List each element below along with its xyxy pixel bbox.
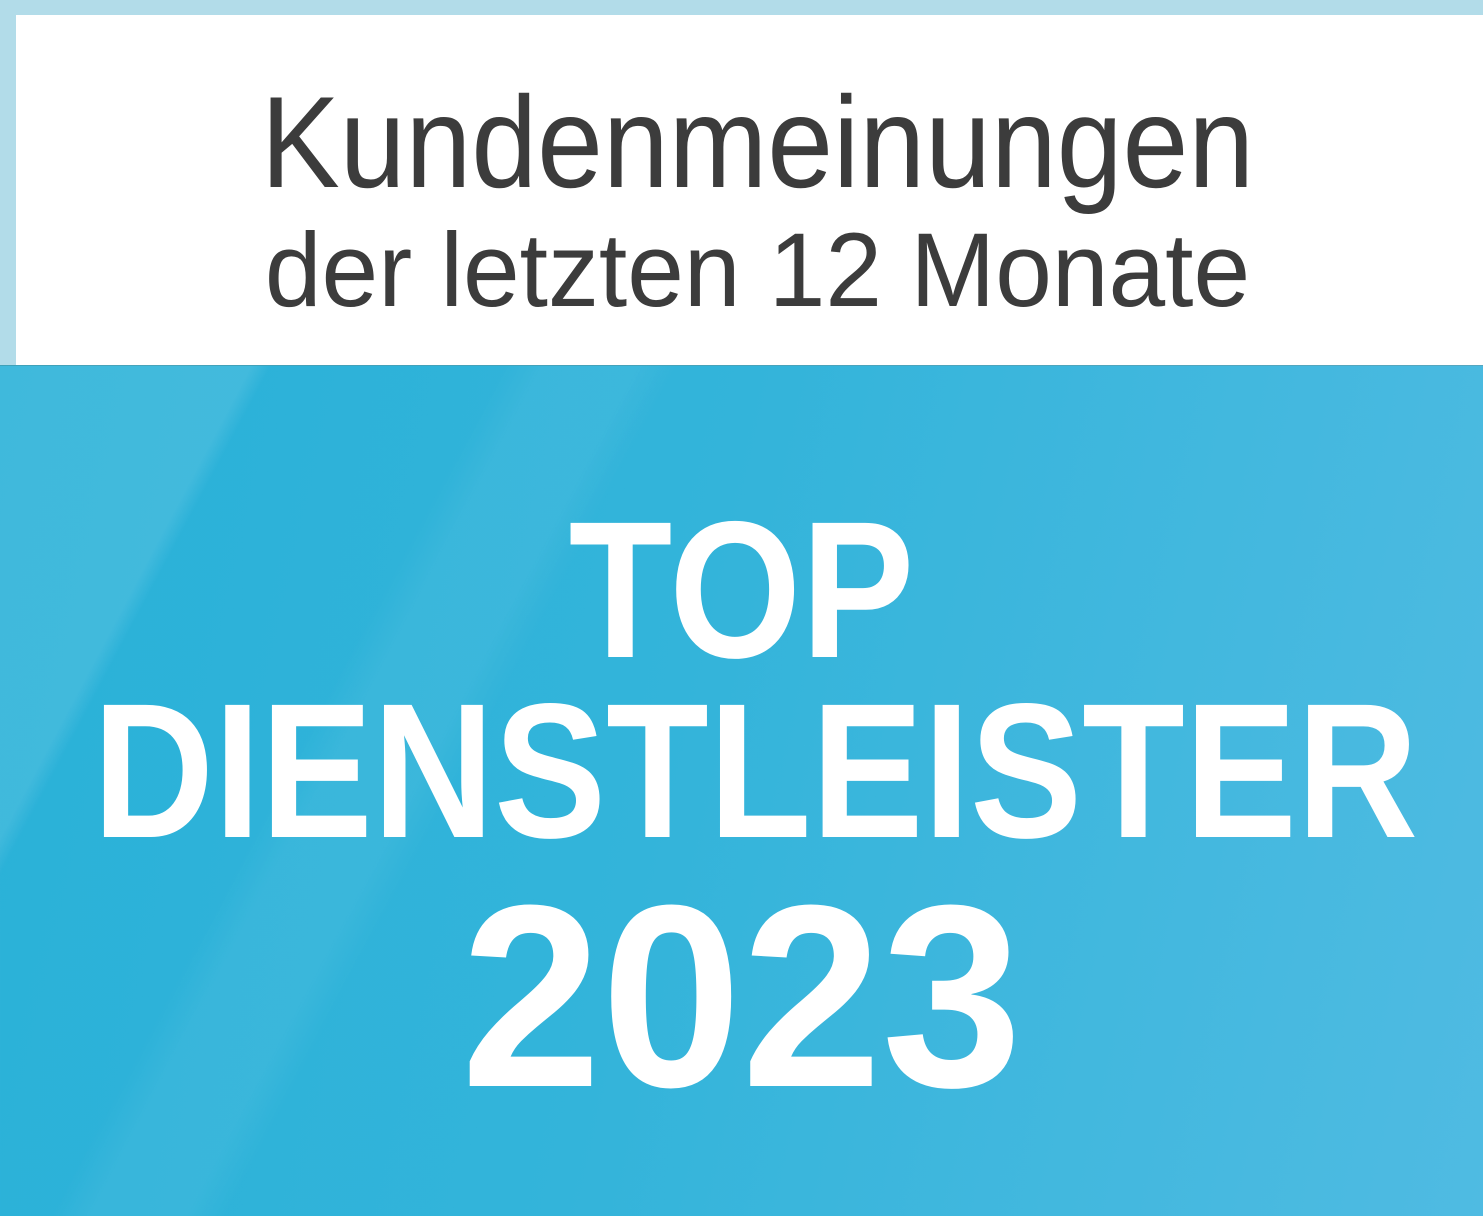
award-panel: TOP DIENSTLEISTER 2023 bbox=[0, 365, 1483, 1216]
award-year: 2023 bbox=[460, 852, 1023, 1142]
award-word-top: TOP bbox=[568, 481, 915, 699]
award-word-dienstleister: DIENSTLEISTER bbox=[92, 663, 1419, 878]
header-panel: Kundenmeinungen der letzten 12 Monate bbox=[16, 15, 1483, 365]
header-subtitle: der letzten 12 Monate bbox=[264, 212, 1251, 329]
header-title: Kundenmeinungen bbox=[260, 69, 1255, 215]
